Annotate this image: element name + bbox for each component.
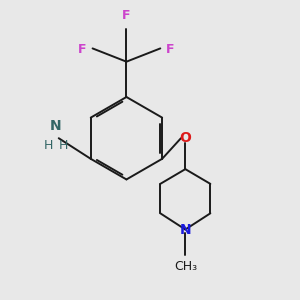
Text: O: O (179, 131, 191, 145)
Text: N: N (179, 223, 191, 236)
Text: F: F (166, 44, 175, 56)
Text: H: H (58, 139, 68, 152)
Text: F: F (78, 44, 87, 56)
Text: F: F (122, 9, 131, 22)
Text: H: H (44, 139, 53, 152)
Text: N: N (50, 119, 61, 134)
Text: CH₃: CH₃ (174, 260, 197, 273)
